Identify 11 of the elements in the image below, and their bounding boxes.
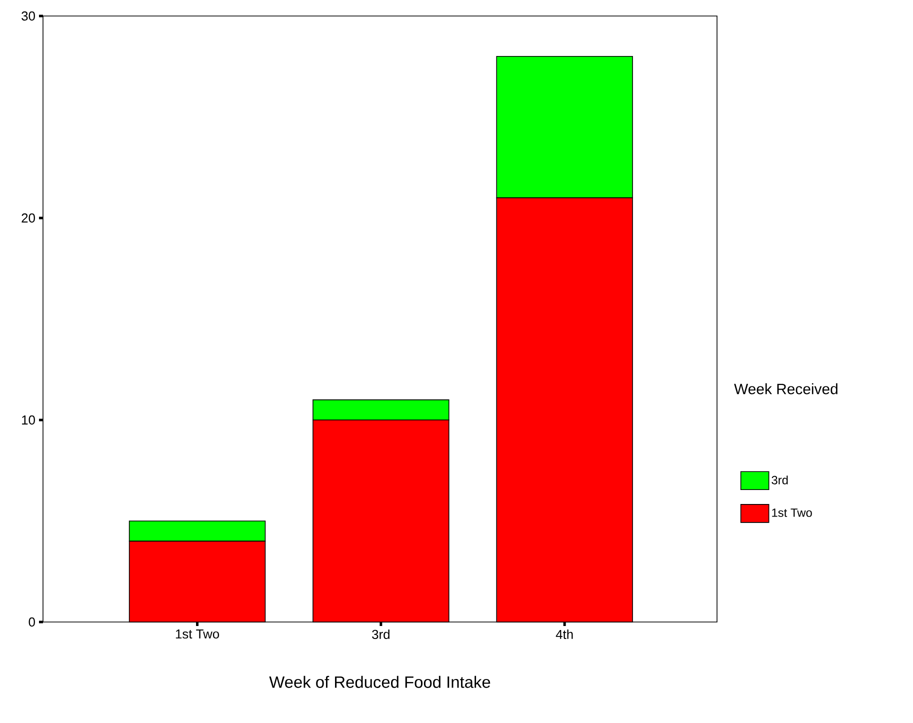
y-tick-label: 0	[28, 617, 35, 627]
x-tick-label: 1st Two	[176, 630, 220, 639]
x-axis-title: Week of Reduced Food Intake	[269, 676, 490, 688]
legend-label: 3rd	[772, 476, 788, 484]
x-tick-label: 4th	[556, 630, 573, 639]
y-tick-label: 20	[22, 213, 35, 223]
y-tick-label: 30	[22, 11, 35, 21]
legend-label: 1st Two	[772, 508, 812, 517]
x-tick-label: 3rd	[372, 630, 390, 640]
y-tick-label: 10	[22, 415, 35, 425]
legend-title: Week Received	[734, 383, 838, 394]
